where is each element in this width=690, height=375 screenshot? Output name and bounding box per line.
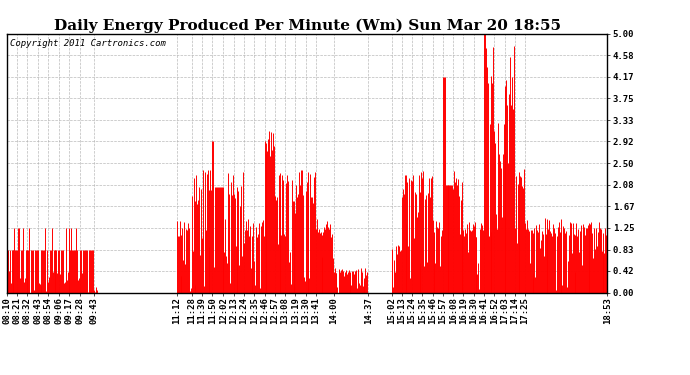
- Text: Copyright 2011 Cartronics.com: Copyright 2011 Cartronics.com: [10, 39, 166, 48]
- Title: Daily Energy Produced Per Minute (Wm) Sun Mar 20 18:55: Daily Energy Produced Per Minute (Wm) Su…: [54, 18, 560, 33]
